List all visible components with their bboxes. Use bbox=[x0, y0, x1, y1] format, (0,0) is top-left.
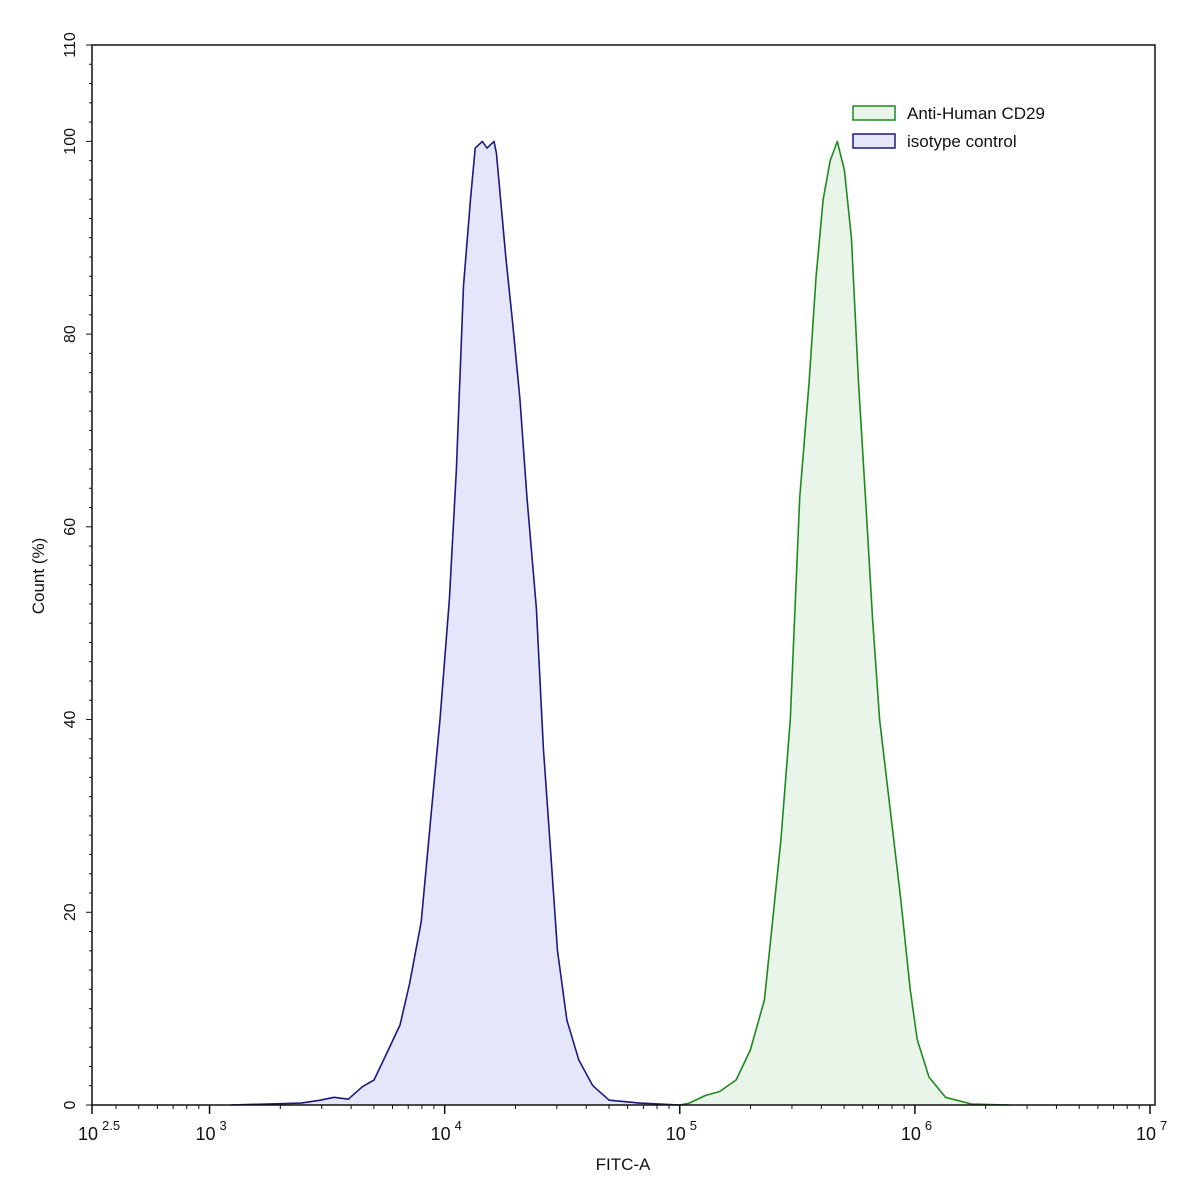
legend-swatch bbox=[852, 133, 896, 149]
x-tick-exponent: 7 bbox=[1160, 1118, 1167, 1133]
x-tick-label: 10 bbox=[901, 1124, 921, 1144]
x-axis-label: FITC-A bbox=[596, 1155, 651, 1174]
x-tick-exponent: 4 bbox=[455, 1118, 462, 1133]
y-tick-label: 110 bbox=[62, 32, 79, 58]
legend: Anti-Human CD29 isotype control bbox=[852, 104, 1045, 151]
y-axis-label: Count (%) bbox=[29, 538, 48, 615]
y-tick-label: 100 bbox=[62, 128, 79, 155]
legend-label: isotype control bbox=[907, 132, 1017, 151]
series-fill-1 bbox=[230, 141, 680, 1105]
x-tick-label: 10 bbox=[196, 1124, 216, 1144]
x-tick-label: 10 bbox=[1136, 1124, 1156, 1144]
axes-layer: 0 20 40 60 80 100 110 10 2.5 10 3 10 4 10 5 10 6 10 7 bbox=[62, 32, 1167, 1144]
legend-label: Anti-Human CD29 bbox=[907, 104, 1045, 123]
y-tick-label: 80 bbox=[62, 325, 79, 343]
x-tick-exponent: 2.5 bbox=[102, 1118, 120, 1133]
series-layer bbox=[230, 140, 1009, 1106]
y-tick-label: 0 bbox=[62, 1100, 79, 1109]
plot-frame bbox=[91, 44, 1156, 1106]
x-tick-label: 10 bbox=[666, 1124, 686, 1144]
x-tick-exponent: 3 bbox=[220, 1118, 227, 1133]
x-tick-label: 10 bbox=[431, 1124, 451, 1144]
y-tick-label: 60 bbox=[62, 518, 79, 536]
y-tick-label: 20 bbox=[62, 903, 79, 921]
x-tick-exponent: 6 bbox=[925, 1118, 932, 1133]
x-tick-exponent: 5 bbox=[690, 1118, 697, 1133]
series-line-1 bbox=[230, 140, 680, 1106]
y-tick-label: 40 bbox=[62, 711, 79, 729]
x-tick-label: 10 bbox=[78, 1124, 98, 1144]
legend-swatch bbox=[852, 105, 896, 121]
series-fill-0 bbox=[679, 141, 1009, 1105]
series-line-0 bbox=[679, 140, 1009, 1106]
